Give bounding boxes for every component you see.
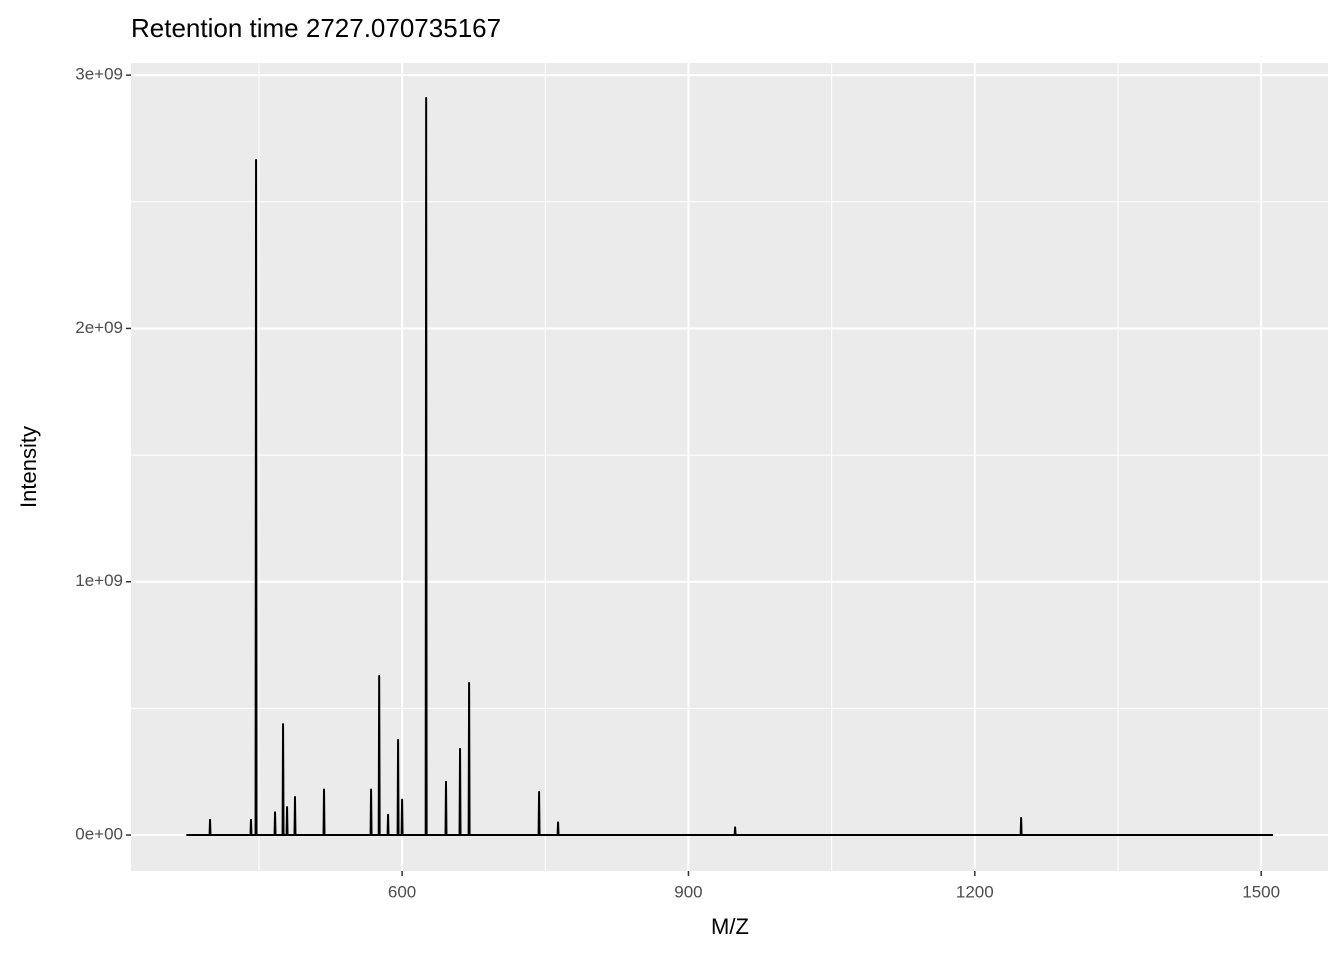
y-axis-title: Intensity — [16, 426, 41, 508]
y-tick-label: 1e+09 — [75, 571, 123, 590]
y-tick-label: 0e+00 — [75, 825, 123, 844]
x-tick-label: 600 — [388, 882, 416, 901]
chart-title: Retention time 2727.070735167 — [131, 13, 501, 43]
spectrum-line — [186, 96, 1274, 837]
y-tick-label: 3e+09 — [75, 65, 123, 84]
x-axis-title: M/Z — [711, 914, 749, 939]
x-tick-label: 1500 — [1242, 882, 1280, 901]
panel — [131, 63, 1328, 871]
x-tick-label: 1200 — [956, 882, 994, 901]
x-tick-label: 900 — [674, 882, 702, 901]
y-tick-label: 2e+09 — [75, 318, 123, 337]
